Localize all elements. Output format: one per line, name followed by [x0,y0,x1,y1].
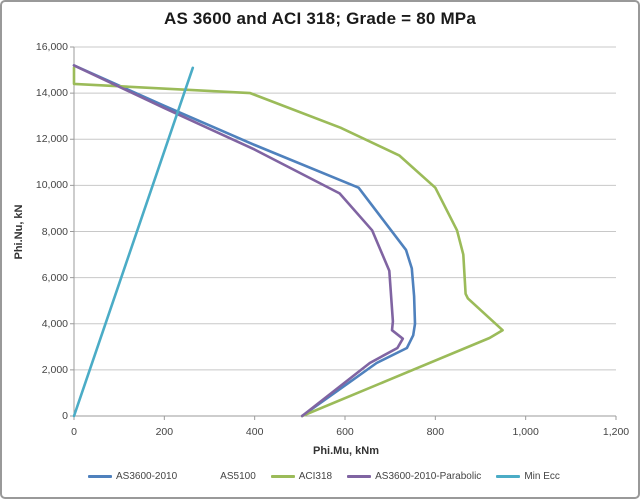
legend-item-as3600-2010: AS3600-2010 [88,471,177,482]
y-tick-label: 10,000 [35,179,68,192]
legend-item-as3600-2010-parabolic: AS3600-2010-Parabolic [347,471,481,482]
y-tick-label: 16,000 [35,41,68,53]
x-axis-title: Phi.Mu, kNm [312,445,379,457]
legend-label: ACI318 [298,471,333,482]
x-tick-label: 600 [336,426,354,438]
legend-line-swatch [496,475,521,478]
x-tick-label: 1,200 [602,426,630,438]
x-tick-label: 0 [71,426,77,438]
legend: AS3600-2010 AS5100 ACI318 AS3600-2010-Parab… [88,471,560,482]
y-tick-label: 4,000 [41,317,68,330]
y-tick-label: 0 [62,410,68,422]
chart-title: AS 3600 and ACI 318; Grade = 80 MPa [163,9,477,28]
legend-line-swatch [88,475,112,478]
series-line-Min Ecc [72,66,195,418]
legend-item-min-ecc: Min Ecc [496,471,560,482]
x-tick-label: 400 [245,426,264,438]
legend-line-swatch [347,475,372,478]
legend-label: AS3600-2010 [116,471,178,482]
x-tick-label: 200 [155,426,174,438]
legend-line-swatch [270,475,295,478]
x-tick-label: 1,000 [512,426,539,438]
series-line-AS3600-2010 [72,64,417,418]
y-tick-label: 14,000 [35,87,68,100]
y-tick-label: 12,000 [35,133,68,146]
x-tick-label: 800 [426,426,445,438]
y-tick-label: 2,000 [41,363,68,376]
legend-label: Min Ecc [524,471,560,482]
y-tick-label: 8,000 [41,225,68,238]
legend-label: AS3600-2010-Parabolic [375,471,482,482]
y-tick-label: 6,000 [41,271,68,284]
series-line-AS3600-2010-Parabolic [72,64,405,418]
legend-item-aci318: ACI318 [270,471,333,482]
legend-label: AS5100 [220,471,256,482]
legend-item-as5100: AS5100 [192,471,256,482]
series-line-ACI318 [72,66,504,418]
